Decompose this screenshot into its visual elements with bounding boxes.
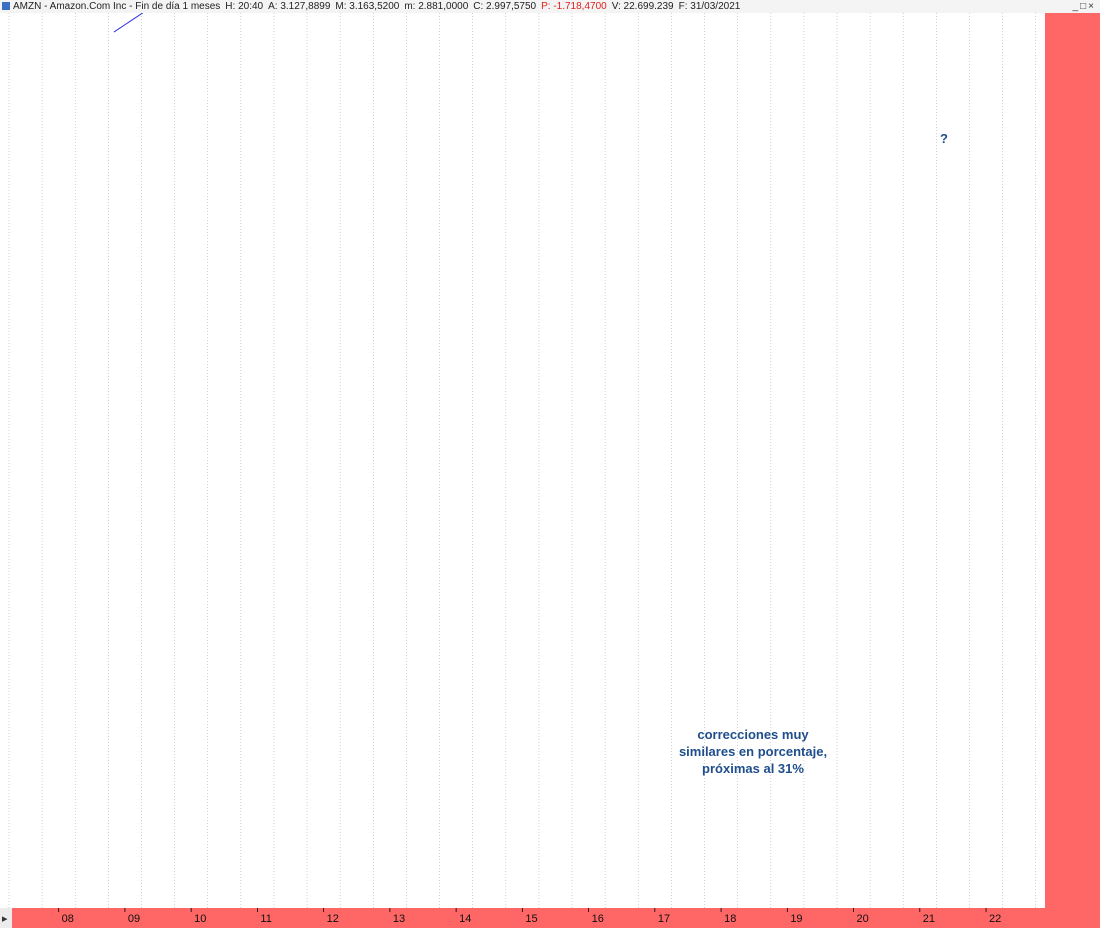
x-tick-label-1: 09 bbox=[128, 913, 140, 925]
scroll-left-icon[interactable]: ▸ bbox=[2, 913, 8, 925]
x-tick-label-0: 08 bbox=[62, 913, 74, 925]
x-tick-label-8: 16 bbox=[592, 913, 604, 925]
x-tick-label-2: 10 bbox=[194, 913, 206, 925]
annotation-line-1: correcciones muy bbox=[697, 727, 809, 742]
annotation-line-3: próximas al 31% bbox=[702, 761, 804, 776]
x-tick-label-14: 22 bbox=[989, 913, 1001, 925]
scroll-button[interactable] bbox=[0, 908, 12, 928]
x-tick-label-6: 14 bbox=[459, 913, 471, 925]
x-tick-label-13: 21 bbox=[923, 913, 935, 925]
price-chart[interactable]: correcciones muy similares en porcentaje… bbox=[0, 13, 1100, 928]
title-field-7: V: 22.699.239 bbox=[611, 1, 674, 12]
x-tick-label-9: 17 bbox=[658, 913, 670, 925]
app-icon bbox=[2, 2, 10, 10]
title-field-3: M: 3.163,5200 bbox=[335, 1, 400, 12]
grid-lines bbox=[8, 13, 1037, 908]
x-tick-label-7: 15 bbox=[525, 913, 537, 925]
x-tick-label-12: 20 bbox=[857, 913, 869, 925]
question-mark: ? bbox=[940, 131, 948, 146]
plot-area bbox=[0, 13, 1045, 908]
title-field-6: P: -1.718,4700 bbox=[541, 1, 607, 12]
y-axis bbox=[1045, 13, 1100, 908]
title-field-5: C: 2.997,5750 bbox=[473, 1, 537, 12]
x-axis-labels: 08 09 10 11 12 13 14 15 16 17 18 19 20 21 22 bbox=[58, 908, 1001, 925]
title-field-2: A: 3.127,8899 bbox=[268, 1, 331, 12]
x-tick-label-3: 11 bbox=[260, 913, 271, 925]
title-field-4: m: 2.881,0000 bbox=[404, 1, 469, 12]
chart-info: AMZN - Amazon.Com Inc - Fin de día 1 mes… bbox=[13, 1, 740, 12]
title-field-8: F: 31/03/2021 bbox=[678, 1, 741, 12]
x-tick-label-4: 12 bbox=[327, 913, 339, 925]
title-field-0: AMZN - Amazon.Com Inc - Fin de día 1 mes… bbox=[13, 1, 221, 12]
title-field-1: H: 20:40 bbox=[225, 1, 264, 12]
x-tick-label-5: 13 bbox=[393, 913, 405, 925]
annotation: correcciones muy similares en porcentaje… bbox=[679, 131, 948, 776]
x-axis bbox=[0, 908, 1100, 928]
annotation-line-2: similares en porcentaje, bbox=[679, 744, 827, 759]
window-title-bar: AMZN - Amazon.Com Inc - Fin de día 1 mes… bbox=[0, 0, 1100, 14]
x-tick-label-10: 18 bbox=[724, 913, 736, 925]
window-controls[interactable]: _□× bbox=[1072, 1, 1096, 12]
x-tick-label-11: 19 bbox=[790, 913, 802, 925]
